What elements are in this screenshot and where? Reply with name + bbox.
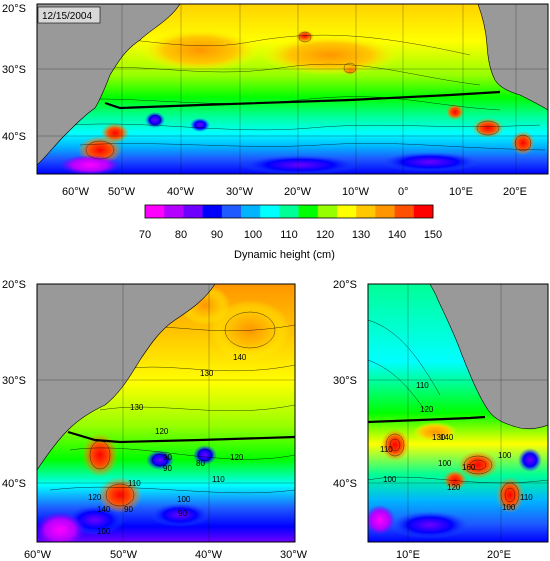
top-lon-tick-20e: 20°E bbox=[503, 186, 527, 198]
left-lon-tick-40w: 40°W bbox=[195, 549, 223, 561]
left-contour-label: 90 bbox=[163, 464, 172, 473]
colorbar: 70 80 90 100 110 120 130 140 150 Dynamic height … bbox=[139, 204, 442, 261]
colorbar-swatch bbox=[221, 205, 242, 218]
colorbar-tick-label: 110 bbox=[280, 229, 298, 241]
left-contour-label: 120 bbox=[230, 453, 244, 462]
right-contour-label: 120 bbox=[420, 405, 434, 414]
colorbar-swatch bbox=[202, 205, 223, 218]
colorbar-swatch bbox=[164, 205, 184, 218]
right-contour-label: 130 bbox=[432, 433, 446, 442]
left-lat-tick-30s: 30°S bbox=[2, 375, 26, 387]
left-map: 140 130 130 120 90 90 80 120 110 110 120… bbox=[2, 279, 308, 561]
colorbar-swatch bbox=[375, 205, 395, 218]
right-lon-tick-10e: 10°E bbox=[396, 549, 420, 561]
left-lat-tick-20s: 20°S bbox=[2, 279, 26, 291]
top-map: 12/15/2004 20°S 30°S 40°S 60°W 50°W 40°W… bbox=[2, 3, 549, 198]
left-contour-label: 120 bbox=[88, 493, 102, 502]
colorbar-label: Dynamic height (cm) bbox=[234, 249, 335, 261]
south-america-land bbox=[37, 4, 181, 166]
left-contour-label: 140 bbox=[233, 353, 247, 362]
colorbar-swatch bbox=[298, 205, 319, 218]
left-contour-label: 140 bbox=[97, 505, 111, 514]
colorbar-swatch bbox=[145, 205, 165, 218]
left-map-frame bbox=[36, 283, 296, 543]
colorbar-frame bbox=[144, 204, 434, 219]
top-lon-tick-50w: 50°W bbox=[108, 186, 136, 198]
colorbar-swatch bbox=[260, 205, 280, 218]
left-contour-label: 90 bbox=[178, 509, 187, 518]
top-section-line bbox=[104, 90, 501, 110]
right-contour-label: 100 bbox=[438, 459, 452, 468]
colorbar-swatch bbox=[413, 205, 434, 218]
left-contour-label: 90 bbox=[163, 453, 172, 462]
colorbar-tick-label: 150 bbox=[424, 229, 442, 241]
left-lon-tick-30w: 30°W bbox=[280, 549, 308, 561]
right-contour-label: 160 bbox=[462, 463, 476, 472]
colorbar-swatch bbox=[394, 205, 415, 218]
colorbar-swatch bbox=[317, 205, 338, 218]
right-contour-label: 120 bbox=[447, 483, 461, 492]
top-lon-tick-60w: 60°W bbox=[62, 186, 90, 198]
top-lat-tick-20s: 20°S bbox=[2, 3, 26, 15]
colorbar-tick-label: 90 bbox=[211, 229, 223, 241]
colorbar-swatch bbox=[337, 205, 357, 218]
left-contour-label: 130 bbox=[130, 403, 144, 412]
colorbar-swatch bbox=[183, 205, 203, 218]
colorbar-tick-label: 100 bbox=[244, 229, 262, 241]
right-contour-label: 110 bbox=[380, 445, 393, 454]
top-lon-tick-0: 0° bbox=[398, 186, 409, 198]
colorbar-tick-label: 120 bbox=[316, 229, 334, 241]
right-lon-tick-20e: 20°E bbox=[487, 549, 511, 561]
right-contour-label: 140 bbox=[440, 433, 454, 442]
left-contour-label: 110 bbox=[128, 479, 141, 488]
left-contour-label: 100 bbox=[97, 527, 111, 536]
colorbar-tick-label: 130 bbox=[352, 229, 370, 241]
colorbar-swatches bbox=[145, 205, 434, 218]
right-contour-label: 110 bbox=[416, 381, 429, 390]
left-lon-tick-60w: 60°W bbox=[24, 549, 52, 561]
left-contour-label: 110 bbox=[212, 475, 225, 484]
top-lat-tick-30s: 30°S bbox=[2, 64, 26, 76]
left-contour-label: 120 bbox=[155, 427, 169, 436]
right-map-frame bbox=[367, 283, 549, 543]
colorbar-tick-label: 80 bbox=[175, 229, 187, 241]
colorbar-swatch bbox=[279, 205, 299, 218]
date-label: 12/15/2004 bbox=[42, 11, 92, 22]
left-contour-label: 80 bbox=[196, 459, 205, 468]
left-lat-tick-40s: 40°S bbox=[2, 478, 26, 490]
left-contour-label: 100 bbox=[177, 495, 191, 504]
right-lat-tick-20s: 20°S bbox=[333, 279, 357, 291]
right-contour-label: 100 bbox=[383, 475, 397, 484]
top-lon-tick-10e: 10°E bbox=[449, 186, 473, 198]
top-lon-tick-20w: 20°W bbox=[284, 186, 312, 198]
left-lon-tick-50w: 50°W bbox=[110, 549, 138, 561]
right-contour-label: 100 bbox=[498, 451, 512, 460]
right-contour-label: 110 bbox=[520, 493, 533, 502]
right-section-line bbox=[368, 415, 486, 424]
top-map-frame bbox=[36, 3, 549, 175]
africa-land bbox=[477, 4, 548, 111]
colorbar-swatch bbox=[356, 205, 376, 218]
top-lon-tick-10w: 10°W bbox=[342, 186, 370, 198]
left-contour-label: 90 bbox=[124, 505, 133, 514]
right-lat-tick-40s: 40°S bbox=[333, 478, 357, 490]
colorbar-tick-label: 70 bbox=[139, 229, 151, 241]
colorbar-swatch bbox=[241, 205, 261, 218]
top-lat-tick-40s: 40°S bbox=[2, 131, 26, 143]
colorbar-tick-label: 140 bbox=[388, 229, 406, 241]
left-section-line bbox=[67, 430, 295, 444]
date-box bbox=[37, 6, 101, 24]
right-contour-label: 100 bbox=[502, 503, 516, 512]
top-lon-tick-30w: 30°W bbox=[226, 186, 254, 198]
right-land bbox=[429, 284, 548, 430]
top-lon-tick-40w: 40°W bbox=[167, 186, 195, 198]
right-lat-tick-30s: 30°S bbox=[333, 375, 357, 387]
right-map: 110 120 130 140 110 100 160 100 100 120 … bbox=[333, 279, 549, 561]
left-contour-label: 130 bbox=[200, 369, 214, 378]
